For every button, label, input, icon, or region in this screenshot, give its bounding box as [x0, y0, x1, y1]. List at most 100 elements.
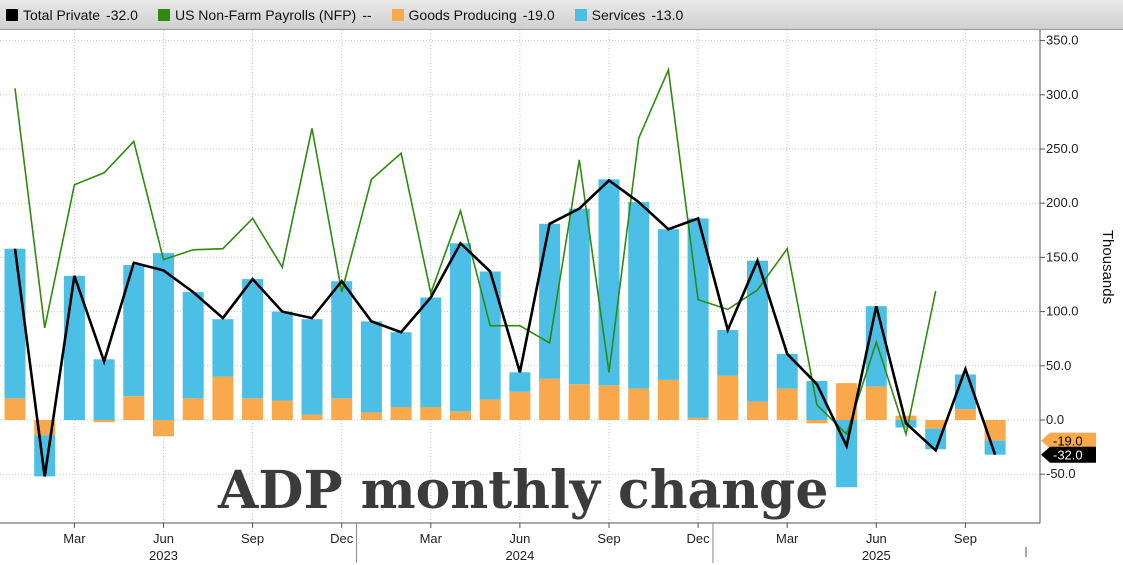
end-value-tag: -19.0: [1041, 432, 1096, 449]
bar-goods-producing: [331, 398, 353, 420]
end-tag-label: -19.0: [1053, 434, 1083, 449]
bar-services: [153, 253, 174, 420]
chart: 350.0 300.0 250.0 200.0 150.0 100.0 50.0 0.0 -50…: [0, 30, 1116, 563]
x-tick-label: Mar: [420, 531, 443, 546]
bar-goods-producing: [776, 388, 798, 420]
y-tick-label: 250.0: [1046, 141, 1079, 156]
bar-services: [242, 279, 264, 399]
y-axis-label: Thousands: [1099, 230, 1116, 304]
x-tick-label: Jun: [153, 531, 174, 546]
bar-goods-producing: [242, 398, 264, 420]
bar-goods-producing: [836, 383, 858, 420]
bar-goods-producing: [895, 415, 917, 420]
bar-services: [747, 260, 768, 402]
bar-goods-producing: [390, 406, 412, 420]
bar-goods-producing: [568, 384, 590, 420]
legend-value: -32.0: [106, 6, 138, 23]
bar-goods-producing: [539, 378, 561, 420]
bar-services: [123, 264, 145, 397]
bar-goods-producing: [301, 414, 323, 420]
bar-services: [717, 330, 739, 376]
end-tag-label: -32.0: [1053, 448, 1083, 463]
bar-services: [687, 218, 709, 418]
bar-goods-producing: [865, 386, 887, 420]
bar-services: [657, 229, 679, 380]
bar-services: [182, 292, 204, 399]
bar-goods-producing: [420, 406, 442, 420]
bar-services: [4, 248, 26, 399]
bar-goods-producing: [717, 375, 739, 420]
end-tag-shape: [1041, 446, 1096, 463]
x-tick-label: Jun: [866, 531, 887, 546]
x-tick-label: Mar: [63, 531, 86, 546]
bar-services: [450, 243, 471, 412]
bar-goods-producing: [657, 379, 679, 420]
x-tick-label: Jun: [509, 531, 530, 546]
line-total-private: [13, 178, 997, 477]
y-tick-label: 50.0: [1046, 358, 1071, 373]
y-tick-label: 200.0: [1046, 195, 1079, 210]
legend-item: US Non-Farm Payrolls (NFP) --: [157, 6, 372, 23]
bar-goods-producing: [509, 391, 531, 420]
bar-services: [776, 353, 798, 389]
legend-label: Services: [591, 6, 646, 23]
x-tick-label: Sep: [954, 531, 977, 546]
bar-goods-producing: [984, 420, 1006, 441]
x-tick-label: Sep: [241, 531, 264, 546]
bar-goods-producing: [271, 400, 293, 420]
legend-label: Goods Producing: [408, 6, 517, 23]
legend-item: Total Private -32.0: [6, 7, 138, 23]
legend-value: --: [362, 6, 372, 23]
bar-goods-producing: [182, 398, 204, 420]
bar-services: [93, 359, 115, 420]
legend-label: Total Private: [23, 6, 101, 23]
bar-goods-producing: [925, 420, 947, 429]
legend-swatch: [6, 8, 18, 21]
bar-services: [360, 321, 382, 413]
bar-services: [390, 332, 412, 407]
bar-services: [479, 271, 501, 400]
y-tick-label: 0.0: [1046, 412, 1064, 427]
bar-goods-producing: [93, 420, 115, 423]
end-value-tag: -32.0: [1041, 446, 1096, 463]
y-tick-label: -50.0: [1046, 466, 1076, 481]
legend-item: Goods Producing -19.0: [391, 6, 555, 23]
bar-services: [212, 319, 234, 377]
bar-services: [331, 281, 353, 399]
legend-value: -13.0: [651, 6, 684, 23]
bar-services: [598, 179, 620, 386]
bar-goods-producing: [212, 376, 234, 420]
bar-goods-producing: [806, 420, 828, 424]
bar-goods-producing: [4, 398, 26, 420]
bar-services: [271, 311, 293, 401]
bar-services: [984, 440, 1006, 455]
legend-swatch: [391, 8, 404, 21]
bar-services: [509, 372, 531, 392]
overlay-title: ADP monthly change: [217, 460, 828, 521]
bar-goods-producing: [360, 412, 382, 420]
bar-goods-producing: [123, 396, 145, 420]
bar-goods-producing: [598, 385, 620, 420]
bar-goods-producing: [954, 409, 976, 420]
x-tick-label: Dec: [330, 531, 354, 546]
bar-services: [568, 208, 590, 385]
legend-swatch: [574, 8, 587, 21]
y-tick-label: 100.0: [1046, 304, 1079, 319]
bar-goods-producing: [687, 417, 709, 420]
x-tick-label: Sep: [597, 531, 620, 546]
year-label: 2025: [862, 548, 891, 563]
x-tick-label: Dec: [687, 531, 711, 546]
legend-item: Services -13.0: [574, 6, 684, 23]
y-tick-label: 300.0: [1046, 87, 1079, 102]
year-label: 2024: [505, 548, 534, 563]
x-tick-label: Mar: [776, 531, 799, 546]
bar-services: [628, 202, 650, 389]
bar-goods-producing: [747, 401, 768, 420]
bar-goods-producing: [628, 388, 650, 420]
y-tick-label: 350.0: [1046, 33, 1079, 48]
end-tag-shape: [1041, 432, 1096, 449]
bar-goods-producing: [479, 399, 501, 420]
y-tick-label: 150.0: [1046, 249, 1079, 264]
year-label: 2023: [149, 548, 178, 563]
legend-swatch: [157, 8, 170, 21]
